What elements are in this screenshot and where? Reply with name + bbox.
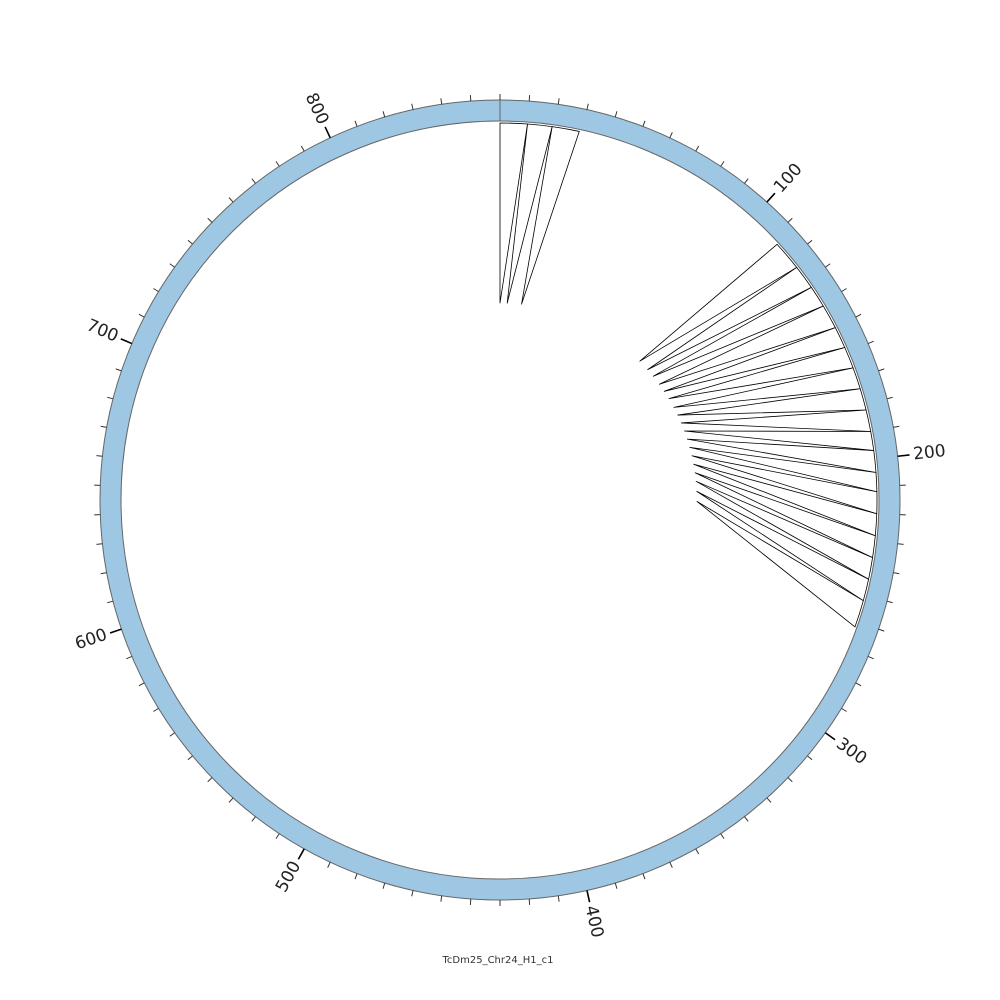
minor-tick (878, 368, 885, 372)
minor-tick (138, 313, 145, 318)
major-tick (824, 732, 836, 741)
minor-tick (153, 707, 159, 712)
minor-tick (855, 313, 862, 318)
minor-tick (787, 217, 793, 223)
minor-tick (275, 833, 280, 839)
feature-block-20 (696, 501, 864, 628)
minor-tick (354, 873, 358, 880)
minor-tick (557, 98, 560, 105)
minor-tick (440, 98, 443, 105)
minor-tick (169, 263, 175, 268)
minor-tick (886, 600, 893, 604)
minor-tick (354, 120, 358, 127)
minor-tick (825, 263, 831, 268)
tick-label-700: 700 (84, 315, 122, 346)
minor-tick (275, 161, 280, 167)
minor-tick (187, 239, 193, 245)
minor-tick (867, 655, 874, 660)
minor-tick (855, 682, 862, 687)
minor-tick (100, 572, 107, 575)
minor-tick (642, 120, 646, 127)
minor-tick (720, 833, 725, 839)
minor-tick (382, 111, 386, 118)
major-tick (766, 192, 776, 203)
minor-tick (251, 816, 256, 822)
minor-tick (720, 161, 725, 167)
minor-tick (695, 145, 700, 152)
feature-blocks (499, 122, 878, 628)
minor-tick (107, 600, 114, 604)
feature-block-2 (521, 126, 580, 305)
minor-tick (766, 797, 772, 803)
tick-marks (94, 94, 910, 906)
minor-tick (893, 572, 900, 575)
minor-tick (96, 455, 103, 457)
minor-tick (586, 103, 589, 110)
minor-tick (886, 396, 893, 400)
minor-tick (100, 425, 107, 428)
minor-tick (126, 655, 133, 660)
major-tick (120, 338, 133, 345)
minor-tick (878, 628, 885, 632)
minor-tick (787, 777, 793, 783)
major-tick (297, 848, 305, 860)
minor-tick (169, 732, 175, 737)
minor-tick (841, 288, 847, 293)
minor-tick (153, 288, 159, 293)
minor-tick (228, 197, 234, 203)
minor-tick (411, 890, 414, 897)
minor-tick (614, 111, 618, 118)
tick-label-300: 300 (832, 734, 870, 769)
minor-tick (327, 861, 331, 868)
minor-tick (642, 873, 646, 880)
minor-tick (669, 132, 673, 139)
minor-tick (695, 848, 700, 855)
major-tick (324, 126, 331, 139)
minor-tick (138, 682, 145, 687)
minor-tick (187, 755, 193, 761)
minor-tick (411, 103, 414, 110)
minor-tick (744, 816, 749, 822)
minor-tick (107, 396, 114, 400)
minor-tick (440, 895, 443, 902)
minor-tick (744, 178, 749, 184)
minor-tick (867, 340, 874, 345)
minor-tick (807, 239, 813, 245)
tick-label-400: 400 (581, 904, 608, 940)
minor-tick (115, 368, 122, 372)
tick-label-100: 100 (770, 159, 807, 197)
minor-tick (557, 895, 560, 902)
tick-label-600: 600 (73, 625, 110, 654)
minor-tick (669, 861, 673, 868)
minor-tick (300, 145, 305, 152)
major-tick (109, 628, 122, 634)
minor-tick (807, 755, 813, 761)
tick-label-200: 200 (912, 441, 946, 464)
minor-tick (96, 543, 103, 545)
minor-tick (207, 217, 213, 223)
major-tick (586, 890, 591, 903)
minor-tick (251, 178, 256, 184)
minor-tick (228, 797, 234, 803)
minor-tick (207, 777, 213, 783)
minor-tick (893, 425, 900, 428)
minor-tick (614, 882, 618, 889)
major-tick (897, 454, 910, 458)
minor-tick (382, 882, 386, 889)
tick-label-800: 800 (301, 90, 333, 128)
minor-tick (897, 543, 904, 545)
minor-tick (841, 707, 847, 712)
tick-label-500: 500 (272, 858, 305, 896)
chart-title: TcDm25_Chr24_H1_c1 (442, 955, 554, 966)
